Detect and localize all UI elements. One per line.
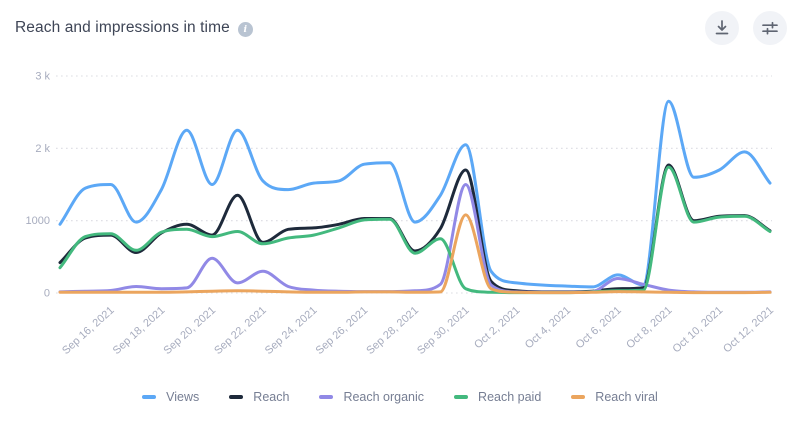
legend-marker-reach-organic (319, 395, 334, 399)
chart-settings-button[interactable] (753, 11, 787, 45)
x-tick-label: Oct 10, 2021 (670, 304, 725, 355)
legend-label-reach: Reach (253, 390, 290, 404)
info-icon[interactable]: i (237, 21, 253, 37)
x-tick-label: Sep 30, 2021 (415, 304, 472, 357)
y-tick-label: 3 k (35, 71, 50, 83)
card-header: Reach and impressions in time i (0, 0, 800, 56)
x-tick-label: Sep 20, 2021 (161, 304, 218, 357)
series-line-reach-viral (58, 213, 772, 295)
legend-label-views: Views (166, 390, 200, 404)
x-tick-label: Sep 26, 2021 (314, 304, 371, 357)
legend-marker-reach-viral (571, 395, 586, 399)
series-line-reach-organic (58, 183, 772, 294)
legend-item-reach[interactable]: Reach (229, 390, 289, 404)
legend: Views Reach Reach organic Reach paid Reach v… (0, 390, 800, 404)
x-tick-label: Sep 16, 2021 (60, 304, 117, 357)
series-line-views (58, 99, 772, 289)
legend-item-reach-viral[interactable]: Reach viral (571, 390, 658, 404)
y-tick-label: 0 (44, 288, 50, 300)
legend-item-reach-paid[interactable]: Reach paid (454, 390, 541, 404)
legend-marker-reach (229, 395, 244, 399)
series-line-reach-paid (58, 165, 772, 295)
x-tick-label: Sep 24, 2021 (263, 304, 320, 357)
x-tick-label: Oct 4, 2021 (523, 304, 573, 351)
legend-label-reach-paid: Reach paid (478, 390, 542, 404)
chart-title: Reach and impressions in time (15, 19, 230, 36)
legend-label-reach-organic: Reach organic (343, 390, 425, 404)
x-tick-label: Oct 2, 2021 (472, 304, 522, 351)
sliders-icon (762, 21, 778, 35)
legend-marker-views (142, 395, 157, 399)
x-tick-label: Oct 12, 2021 (721, 304, 776, 355)
y-tick-label: 1000 (26, 215, 50, 227)
x-tick-label: Oct 6, 2021 (574, 304, 624, 351)
x-tick-label: Sep 18, 2021 (111, 304, 168, 357)
legend-marker-reach-paid (454, 395, 469, 399)
legend-item-views[interactable]: Views (142, 390, 199, 404)
download-button[interactable] (705, 11, 739, 45)
x-tick-label: Oct 8, 2021 (624, 304, 674, 351)
x-tick-label: Sep 28, 2021 (364, 304, 421, 357)
x-tick-label: Sep 22, 2021 (212, 304, 269, 357)
download-icon (715, 20, 729, 35)
legend-item-reach-organic[interactable]: Reach organic (319, 390, 424, 404)
y-tick-label: 2 k (35, 143, 50, 155)
legend-label-reach-viral: Reach viral (595, 390, 658, 404)
